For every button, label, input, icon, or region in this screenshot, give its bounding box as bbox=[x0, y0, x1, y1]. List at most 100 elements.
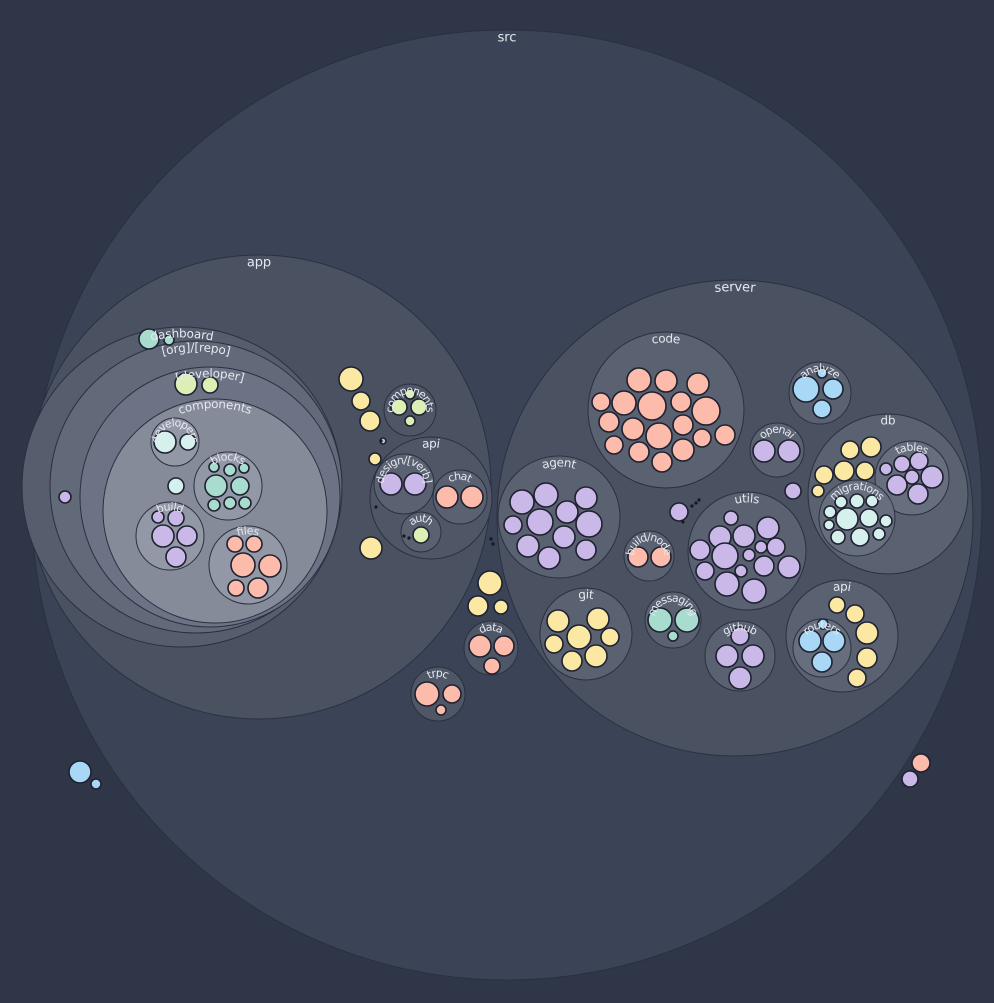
file-ts-circle[interactable] bbox=[893, 455, 911, 473]
file-md-circle[interactable] bbox=[201, 376, 219, 394]
folder-github-circle[interactable] bbox=[704, 620, 776, 692]
file-json-circle[interactable] bbox=[561, 650, 583, 672]
file-svg-circle[interactable] bbox=[207, 498, 221, 512]
file-json-circle[interactable] bbox=[811, 484, 825, 498]
file-tsx-circle[interactable] bbox=[670, 391, 692, 413]
file-css-circle[interactable] bbox=[816, 367, 828, 379]
file-tsx-circle[interactable] bbox=[628, 441, 650, 463]
file-svg-circle[interactable] bbox=[230, 476, 250, 496]
file-ts-circle[interactable] bbox=[732, 524, 756, 548]
file-ts-circle[interactable] bbox=[176, 525, 198, 547]
file-other-circle[interactable] bbox=[835, 507, 859, 531]
file-md-circle[interactable] bbox=[404, 388, 416, 400]
file-ts-circle[interactable] bbox=[741, 644, 765, 668]
file-json-circle[interactable] bbox=[586, 607, 610, 631]
file-tsx-circle[interactable] bbox=[493, 635, 515, 657]
file-other-circle[interactable] bbox=[850, 527, 870, 547]
file-tsx-circle[interactable] bbox=[245, 535, 263, 553]
file-ts-circle[interactable] bbox=[533, 482, 559, 508]
file-json-circle[interactable] bbox=[847, 668, 867, 688]
file-tsx-circle[interactable] bbox=[637, 391, 667, 421]
file-ts-circle[interactable] bbox=[766, 537, 786, 557]
file-tsx-circle[interactable] bbox=[691, 396, 721, 426]
file-tsx-circle[interactable] bbox=[672, 414, 694, 436]
file-tsx-circle[interactable] bbox=[598, 411, 620, 433]
file-svg-circle[interactable] bbox=[163, 334, 175, 346]
file-tsx-circle[interactable] bbox=[468, 634, 492, 658]
file-ts-circle[interactable] bbox=[403, 472, 427, 496]
folder-openai-circle[interactable] bbox=[749, 422, 805, 478]
file-ts-circle[interactable] bbox=[734, 564, 748, 578]
file-tsx-circle[interactable] bbox=[435, 485, 459, 509]
file-other-circle[interactable] bbox=[823, 505, 837, 519]
file-other-circle[interactable] bbox=[167, 477, 185, 495]
file-css-circle[interactable] bbox=[817, 618, 829, 630]
file-other-circle[interactable] bbox=[153, 430, 177, 454]
file-tsx-circle[interactable] bbox=[626, 367, 652, 393]
file-ts-circle[interactable] bbox=[537, 546, 561, 570]
file-json-circle[interactable] bbox=[855, 461, 875, 481]
file-ts-circle[interactable] bbox=[901, 770, 919, 788]
file-json-circle[interactable] bbox=[359, 410, 381, 432]
file-md-circle[interactable] bbox=[412, 526, 430, 544]
file-json-circle[interactable] bbox=[860, 436, 882, 458]
file-md-circle[interactable] bbox=[404, 415, 416, 427]
file-ts-circle[interactable] bbox=[669, 502, 689, 522]
file-tsx-circle[interactable] bbox=[414, 681, 440, 707]
file-tsx-circle[interactable] bbox=[654, 369, 678, 393]
file-other-circle[interactable] bbox=[859, 508, 879, 528]
file-svg-circle[interactable] bbox=[223, 496, 237, 510]
file-ts-circle[interactable] bbox=[886, 474, 908, 496]
file-json-circle[interactable] bbox=[359, 536, 383, 560]
file-tsx-circle[interactable] bbox=[460, 485, 484, 509]
file-svg-circle[interactable] bbox=[223, 463, 237, 477]
file-tsx-circle[interactable] bbox=[227, 579, 245, 597]
file-ts-circle[interactable] bbox=[728, 666, 752, 690]
file-tsx-circle[interactable] bbox=[226, 535, 244, 553]
file-json-circle[interactable] bbox=[477, 570, 503, 596]
file-ts-circle[interactable] bbox=[151, 510, 165, 524]
file-svg-circle[interactable] bbox=[138, 328, 160, 350]
file-json-circle[interactable] bbox=[584, 644, 608, 668]
file-tsx-circle[interactable] bbox=[686, 372, 710, 396]
folder-components-circle[interactable] bbox=[383, 383, 437, 437]
file-css-circle[interactable] bbox=[822, 378, 844, 400]
file-json-circle[interactable] bbox=[828, 596, 846, 614]
folder-chat-circle[interactable] bbox=[432, 469, 488, 525]
file-ts-circle[interactable] bbox=[167, 509, 185, 527]
file-json-circle[interactable] bbox=[544, 634, 564, 654]
file-json-circle[interactable] bbox=[855, 621, 879, 645]
file-tsx-circle[interactable] bbox=[692, 428, 712, 448]
file-ts-circle[interactable] bbox=[695, 561, 715, 581]
file-ts-circle[interactable] bbox=[784, 482, 802, 500]
file-tsx-circle[interactable] bbox=[650, 546, 672, 568]
file-ts-circle[interactable] bbox=[516, 534, 540, 558]
file-json-circle[interactable] bbox=[845, 604, 865, 624]
file-tsx-circle[interactable] bbox=[591, 392, 611, 412]
file-other-circle[interactable] bbox=[823, 519, 835, 531]
file-json-circle[interactable] bbox=[814, 465, 834, 485]
file-tsx-circle[interactable] bbox=[611, 390, 637, 416]
file-ts-circle[interactable] bbox=[575, 510, 603, 538]
file-ts-circle[interactable] bbox=[907, 483, 929, 505]
file-ts-circle[interactable] bbox=[909, 451, 929, 471]
file-json-circle[interactable] bbox=[351, 391, 371, 411]
file-json-circle[interactable] bbox=[840, 440, 860, 460]
file-ts-circle[interactable] bbox=[526, 508, 554, 536]
file-tsx-circle[interactable] bbox=[621, 417, 645, 441]
file-tsx-circle[interactable] bbox=[645, 422, 673, 450]
file-ts-circle[interactable] bbox=[879, 462, 893, 476]
file-json-circle[interactable] bbox=[600, 627, 620, 647]
file-ts-circle[interactable] bbox=[742, 548, 756, 562]
file-json-circle[interactable] bbox=[856, 647, 878, 669]
file-ts-circle[interactable] bbox=[379, 472, 403, 496]
file-json-circle[interactable] bbox=[566, 624, 592, 650]
folder-messaging-circle[interactable] bbox=[644, 591, 702, 649]
file-tsx-circle[interactable] bbox=[435, 704, 447, 716]
file-json-circle[interactable] bbox=[546, 609, 570, 633]
file-css-circle[interactable] bbox=[798, 629, 822, 653]
file-md-circle[interactable] bbox=[390, 398, 408, 416]
file-ts-circle[interactable] bbox=[711, 542, 739, 570]
file-css-circle[interactable] bbox=[68, 760, 92, 784]
file-ts-circle[interactable] bbox=[730, 626, 750, 646]
